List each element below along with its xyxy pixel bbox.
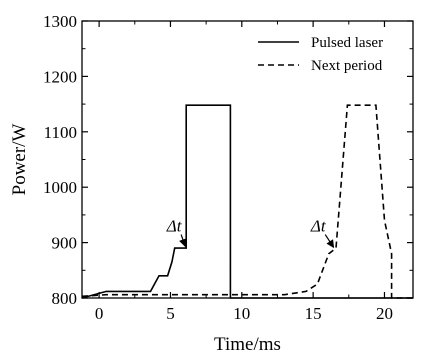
y-tick-label-900: 900: [52, 234, 78, 253]
annotation-delta-t-2: Δt: [310, 217, 327, 236]
plot-frame: [81, 20, 414, 299]
x-tick-label-15: 15: [305, 304, 322, 323]
y-tick-label-1200: 1200: [43, 67, 77, 86]
series-line-next-period: [81, 104, 413, 299]
legend-label-next-period: Next period: [311, 58, 383, 74]
legend-label-pulsed-laser: Pulsed laser: [311, 35, 383, 51]
x-tick-label-5: 5: [166, 304, 175, 323]
annotation-layer: Δt Δt: [166, 217, 335, 249]
annotation-arrow-2: [324, 234, 335, 249]
annotation-arrow-1: [179, 234, 187, 248]
y-axis-label: Power/W: [9, 124, 30, 196]
ticks-layer: 0 5 10 15 20 800 900 1000 1100 1200 1300: [43, 12, 413, 323]
y-tick-label-800: 800: [52, 289, 78, 308]
series-line-pulsed-laser: [81, 104, 413, 299]
series-layer: [81, 104, 413, 299]
x-axis-label: Time/ms: [214, 334, 281, 355]
legend: Pulsed laser Next period: [258, 35, 383, 74]
y-tick-label-1300: 1300: [43, 12, 77, 31]
y-tick-label-1100: 1100: [44, 123, 77, 142]
x-tick-label-0: 0: [95, 304, 104, 323]
y-tick-label-1000: 1000: [43, 178, 77, 197]
annotation-delta-t-1: Δt: [166, 217, 183, 236]
x-tick-label-20: 20: [376, 304, 393, 323]
x-tick-label-10: 10: [233, 304, 250, 323]
